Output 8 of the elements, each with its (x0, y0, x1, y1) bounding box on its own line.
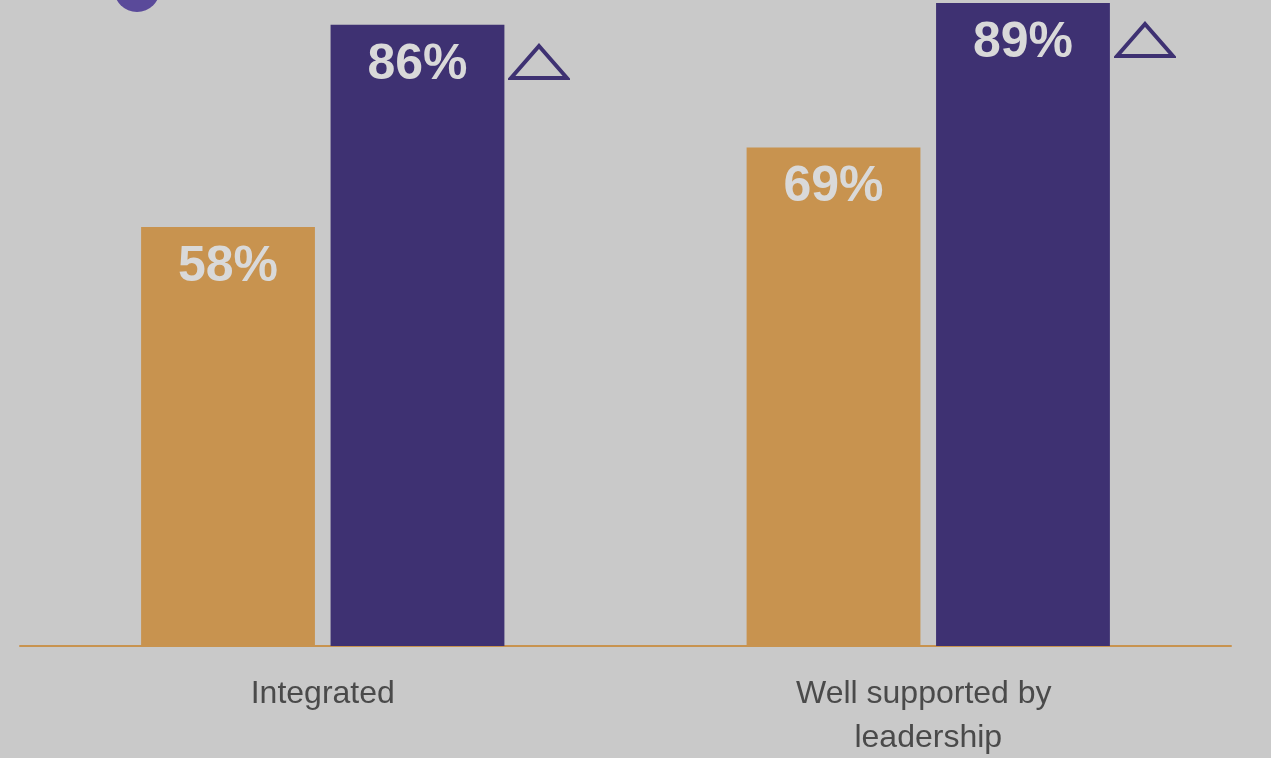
bar (330, 24, 505, 646)
data-label: 69% (783, 156, 884, 213)
bar (936, 3, 1110, 646)
data-label: 86% (367, 33, 468, 90)
x-tick-label: Integrated (250, 674, 395, 710)
data-label: 89% (972, 12, 1074, 68)
data-label: 58% (177, 235, 279, 292)
x-tick-label: Well supported by leadership (796, 674, 1061, 754)
